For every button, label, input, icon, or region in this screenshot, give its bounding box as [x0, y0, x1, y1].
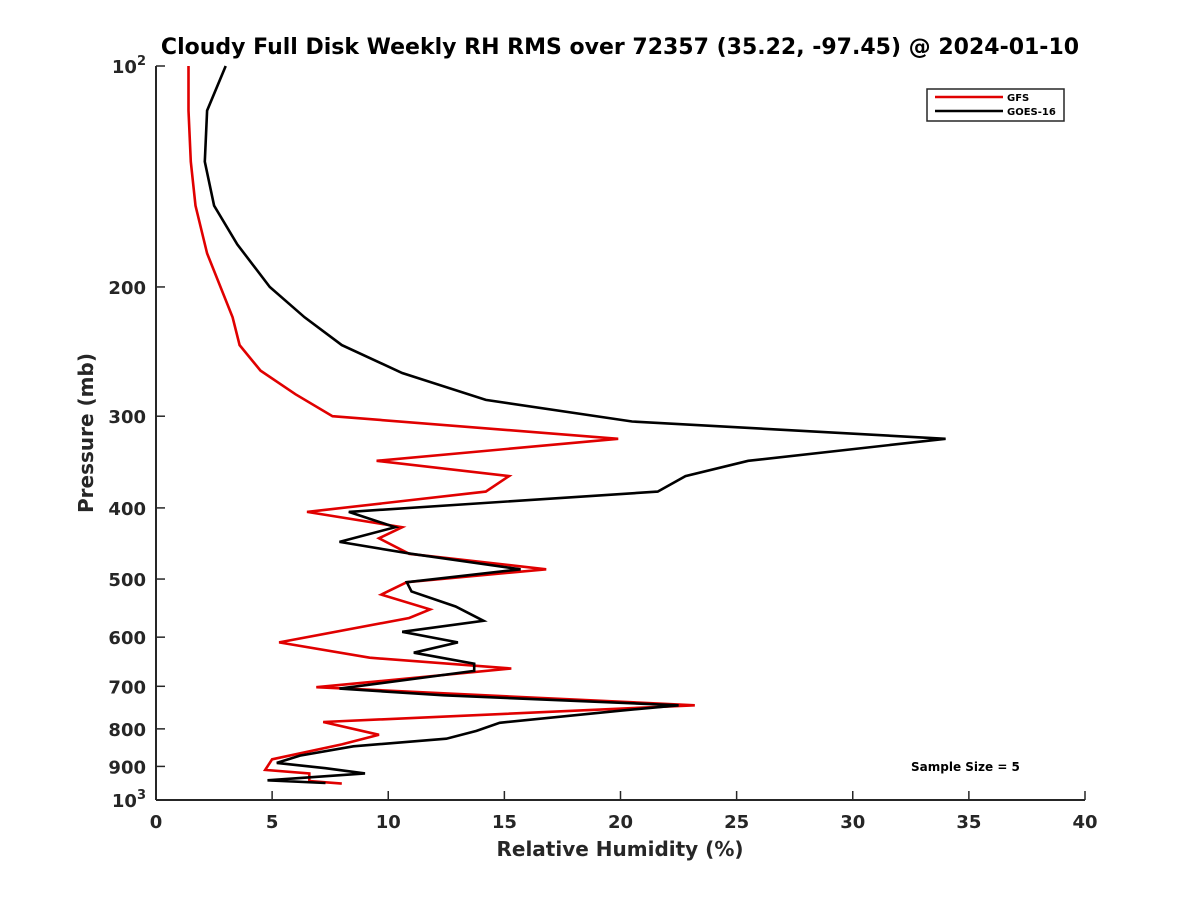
x-tick-label: 0: [150, 812, 163, 833]
y-tick-label: 700: [108, 677, 146, 698]
x-tick-label: 25: [724, 812, 749, 833]
legend-label-goes16: GOES-16: [1007, 107, 1056, 118]
y-tick-label: 300: [108, 407, 146, 428]
legend: GFS GOES-16: [926, 88, 1065, 122]
sample-size-annotation: Sample Size = 5: [911, 760, 1020, 774]
x-tick-label: 30: [840, 812, 865, 833]
series-group: [187, 65, 946, 785]
x-tick-label: 5: [266, 812, 279, 833]
x-tick-label: 10: [376, 812, 401, 833]
x-tick-label: 35: [956, 812, 981, 833]
x-ticks: 0 5 10 15 20 25 30 35 40: [150, 791, 1098, 833]
x-tick-label: 20: [608, 812, 633, 833]
y-tick-label: 102: [112, 54, 146, 78]
y-tick-label: 103: [112, 788, 146, 812]
chart-title: Cloudy Full Disk Weekly RH RMS over 7235…: [161, 35, 1079, 60]
plot-area: 0 5 10 15 20 25 30 35 40 102 200 300 400 500 600 700 80…: [108, 54, 1097, 833]
y-ticks: 102 200 300 400 500 600 700 800 900 103: [108, 54, 165, 812]
x-axis-label: Relative Humidity (%): [496, 837, 743, 861]
y-tick-label: 200: [108, 278, 146, 299]
x-tick-label: 15: [492, 812, 517, 833]
y-tick-label: 500: [108, 570, 146, 591]
series-line-gfs: [187, 66, 695, 785]
y-tick-label: 900: [108, 757, 146, 778]
y-tick-label: 600: [108, 628, 146, 649]
x-tick-label: 40: [1072, 812, 1097, 833]
y-tick-label: 400: [108, 499, 146, 520]
legend-box: [926, 88, 1065, 122]
y-axis-label: Pressure (mb): [74, 353, 98, 513]
y-tick-label: 800: [108, 720, 146, 741]
legend-label-gfs: GFS: [1007, 93, 1029, 104]
series-line-goes16: [203, 65, 946, 785]
